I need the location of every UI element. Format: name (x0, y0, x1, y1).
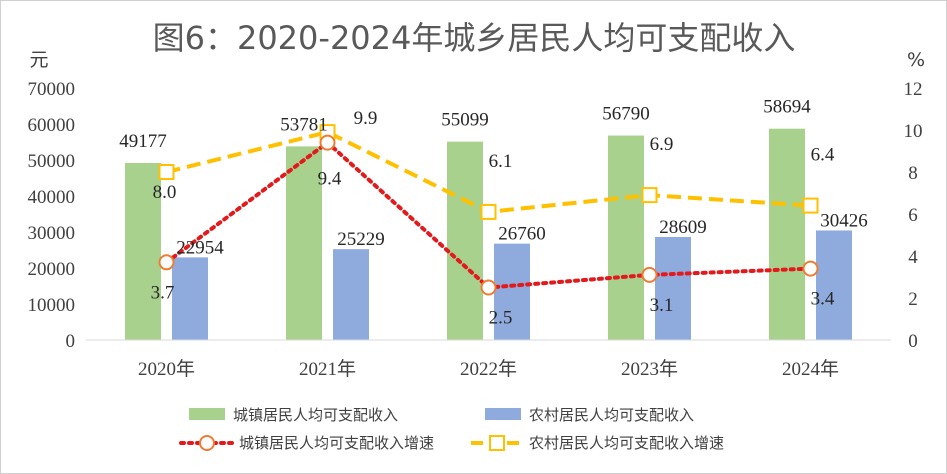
data-label-urban-growth: 3.1 (650, 295, 674, 316)
data-label-urban-growth: 3.4 (811, 289, 835, 310)
data-label-urban-income: 55099 (441, 110, 489, 131)
right-tick-label: 8 (908, 163, 918, 184)
marker-rural-growth (480, 203, 497, 220)
data-label-urban-growth: 2.5 (489, 308, 513, 329)
right-axis: 0 2 4 6 8 10 12 (904, 79, 923, 352)
right-axis-unit: % (907, 49, 925, 71)
category-label: 2021年 (299, 358, 356, 380)
data-label-rural-income: 22954 (176, 237, 224, 258)
data-label-urban-growth: 3.7 (151, 282, 175, 303)
legend-marker (199, 435, 215, 451)
left-axis-unit: 元 (29, 49, 48, 71)
legend-label: 农村居民人均可支配收入增速 (529, 434, 724, 452)
data-label-rural-income: 25229 (337, 229, 385, 250)
right-tick-label: 6 (908, 205, 918, 226)
data-label-rural-growth: 6.1 (489, 151, 513, 172)
category-axis: 2020年 2021年 2022年 2023年 2024年 (138, 358, 839, 380)
data-labels-layer: 49177 22954 8.0 3.7 53781 25229 9.9 9.4 55099 267… (119, 97, 868, 329)
legend-label: 农村居民人均可支配收入 (529, 406, 694, 424)
bar-urban-income (608, 135, 644, 340)
marker-rural-growth (158, 164, 175, 180)
chart-title: 图6：2020-2024年城乡居民人均可支配收入 (153, 19, 796, 57)
left-tick-label: 60000 (28, 115, 76, 136)
bar-urban-income (447, 141, 483, 340)
data-label-urban-income: 49177 (119, 131, 167, 152)
category-label: 2022年 (460, 358, 517, 380)
data-label-rural-income: 26760 (498, 224, 546, 245)
bars-layer (86, 128, 891, 341)
bar-rural-income (172, 257, 208, 340)
right-tick-label: 0 (908, 331, 918, 352)
left-tick-label: 40000 (28, 187, 76, 208)
legend-swatch (485, 408, 521, 420)
marker-urban-growth (480, 279, 497, 296)
left-axis: 0 10000 20000 30000 40000 50000 60000 70000 (28, 79, 76, 352)
left-tick-label: 50000 (28, 151, 76, 172)
bar-urban-income (125, 162, 161, 340)
marker-urban-growth (641, 266, 658, 283)
legend-label: 城镇居民人均可支配收入 (233, 406, 398, 424)
left-tick-label: 0 (66, 331, 76, 352)
right-tick-label: 12 (904, 79, 923, 100)
right-tick-label: 10 (904, 121, 923, 142)
left-tick-label: 30000 (28, 223, 76, 244)
data-label-urban-growth: 9.4 (318, 169, 342, 190)
left-tick-label: 10000 (28, 295, 76, 316)
right-tick-label: 4 (908, 247, 918, 268)
category-label: 2020年 (138, 358, 195, 380)
bar-rural-income (655, 237, 691, 340)
legend-marker (489, 435, 505, 451)
bar-rural-income (494, 243, 530, 340)
marker-rural-growth (802, 197, 819, 214)
data-label-urban-income: 56790 (602, 104, 650, 125)
data-label-urban-income: 53781 (280, 114, 328, 135)
marker-urban-growth (802, 260, 819, 277)
marker-urban-growth (158, 254, 175, 271)
data-label-urban-income: 58694 (763, 97, 811, 118)
left-tick-label: 70000 (28, 79, 76, 100)
data-label-rural-income: 28609 (659, 217, 707, 238)
data-label-rural-growth: 9.9 (354, 108, 378, 129)
data-label-rural-income: 30426 (820, 210, 868, 231)
lines-layer (158, 124, 819, 296)
left-tick-label: 20000 (28, 259, 76, 280)
marker-urban-growth (319, 134, 336, 151)
data-label-rural-growth: 6.9 (650, 134, 674, 155)
legend-label: 城镇居民人均可支配收入增速 (239, 434, 434, 452)
bar-urban-income (286, 146, 322, 340)
bar-rural-income (816, 230, 852, 340)
category-label: 2024年 (782, 358, 839, 380)
legend-swatch (189, 408, 225, 420)
data-label-rural-growth: 8.0 (153, 182, 177, 203)
bar-urban-income (769, 128, 805, 340)
marker-rural-growth (641, 187, 658, 204)
right-tick-label: 2 (908, 289, 918, 310)
line-rural-growth (166, 129, 811, 214)
data-label-rural-growth: 6.4 (811, 145, 835, 166)
category-label: 2023年 (621, 358, 678, 380)
bar-rural-income (333, 249, 369, 340)
